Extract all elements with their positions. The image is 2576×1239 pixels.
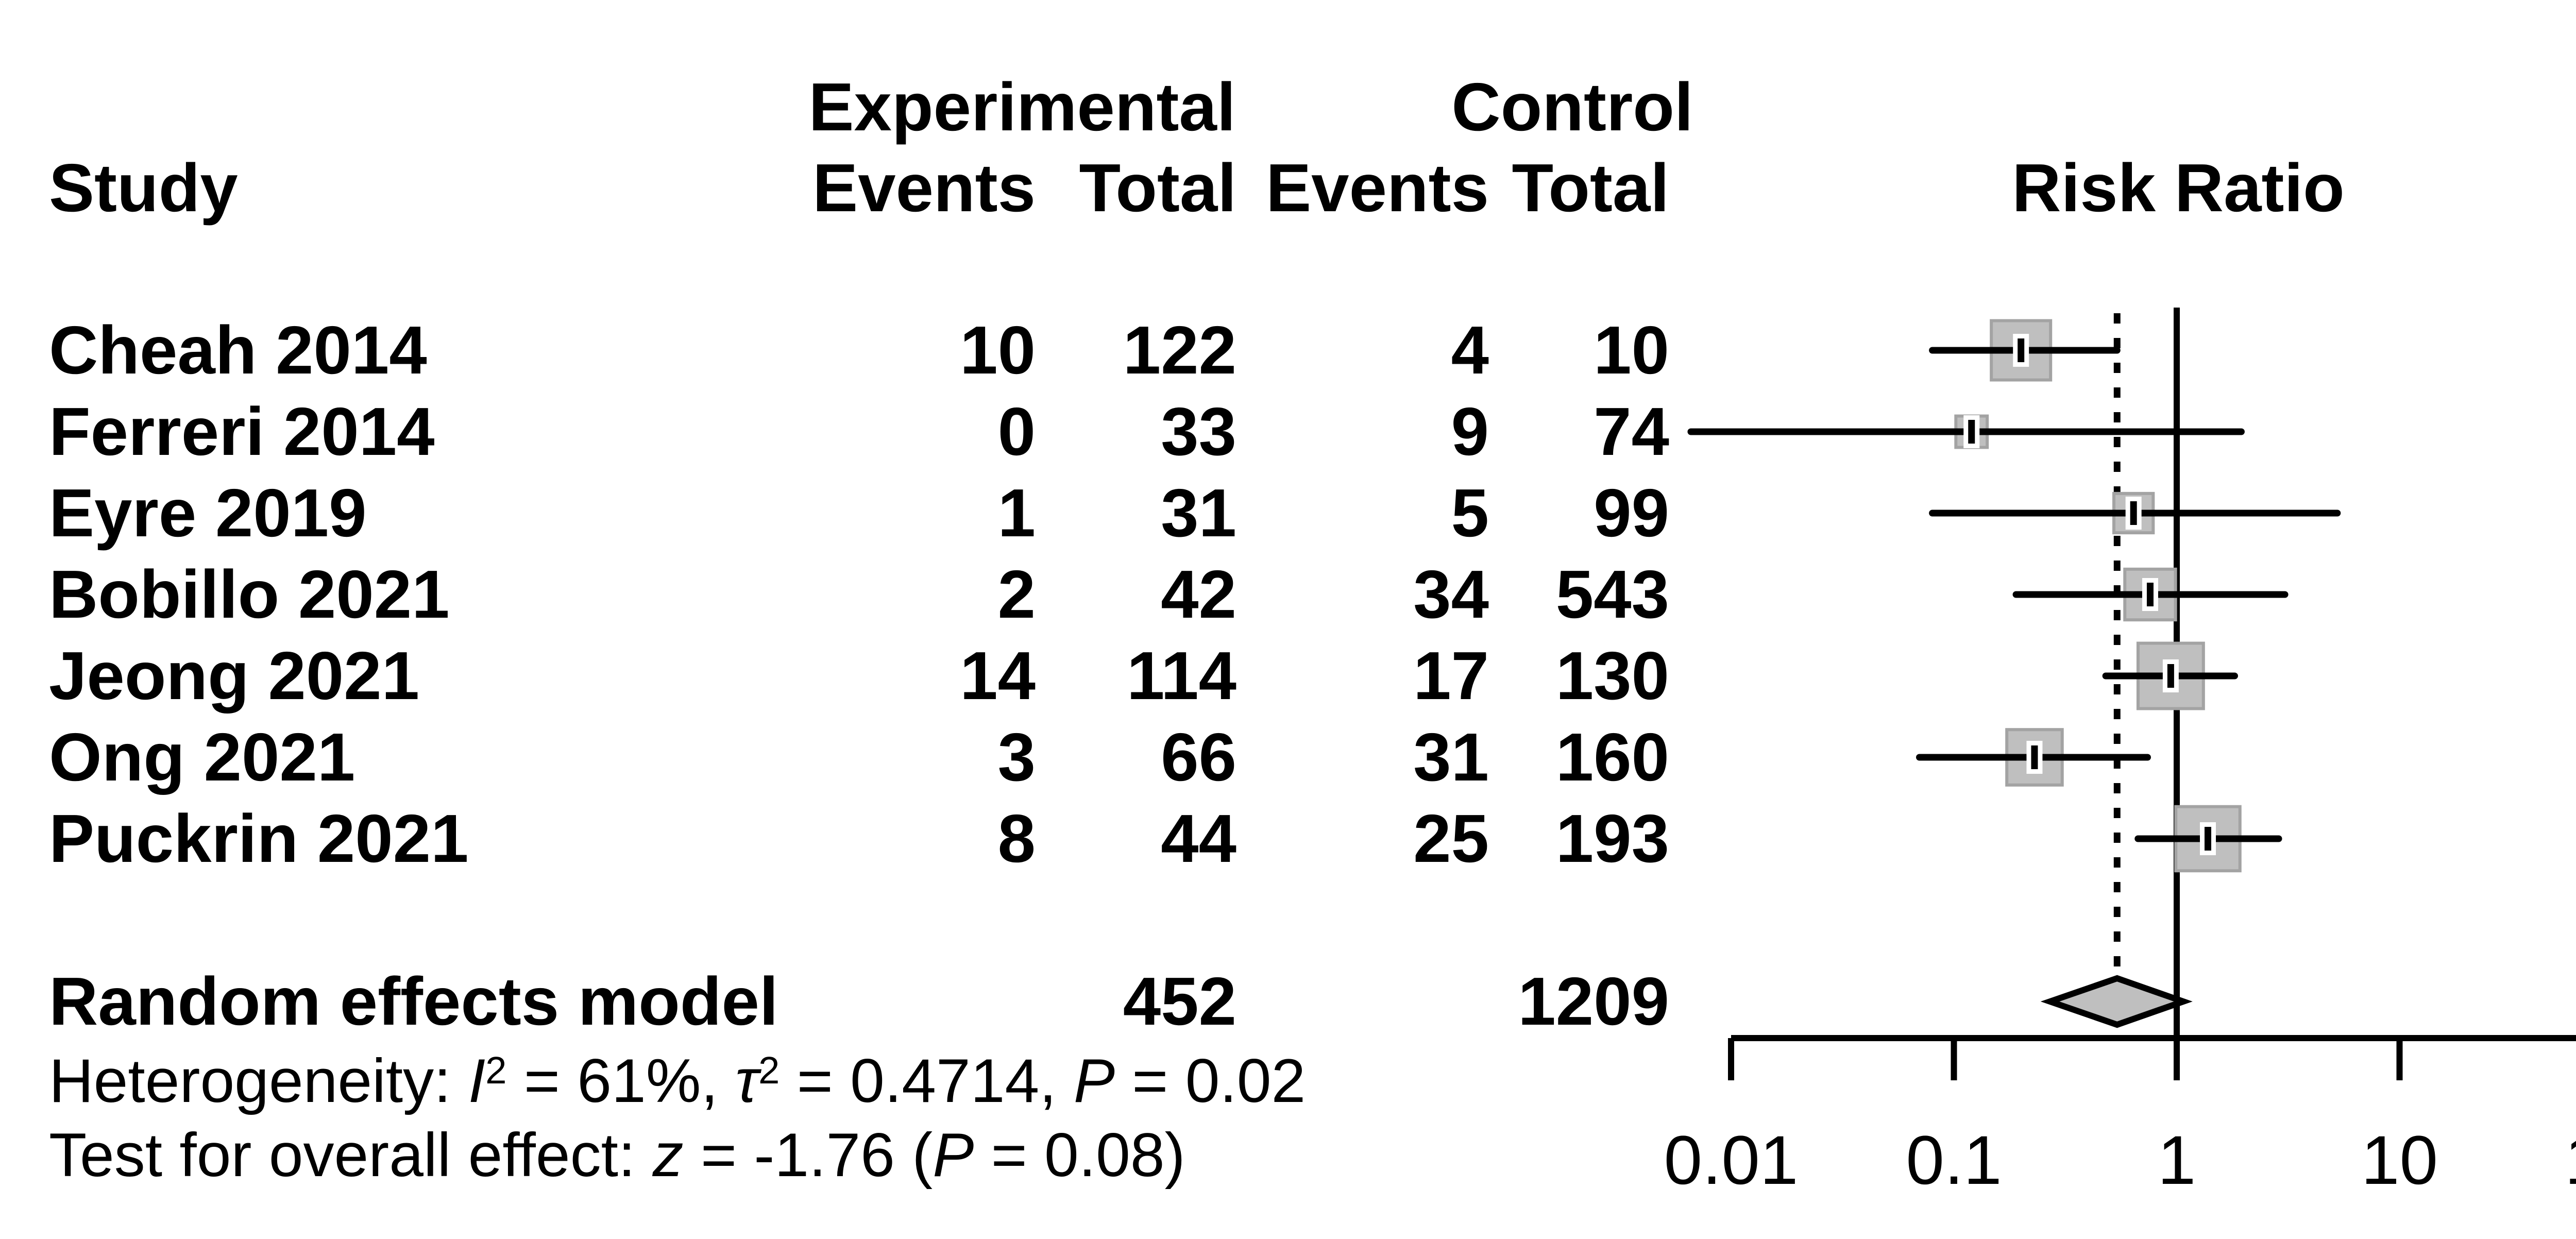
summary-label: Random effects model bbox=[49, 963, 778, 1039]
ctrl-events: 25 bbox=[1413, 801, 1489, 876]
exp-total: 31 bbox=[1161, 475, 1236, 551]
x-axis-tick-label: 100 bbox=[2565, 1122, 2576, 1199]
ctrl-events: 17 bbox=[1413, 638, 1489, 714]
exp-total: 122 bbox=[1123, 312, 1236, 388]
exp-total: 114 bbox=[1127, 638, 1236, 714]
rr-value: 0.76 bbox=[2352, 553, 2576, 636]
ctrl-total: 74 bbox=[1594, 394, 1669, 469]
footnote-segment: I bbox=[468, 1046, 486, 1115]
footnote-segment: = 0.02 bbox=[1114, 1046, 1306, 1115]
header-ctrl-total: Total bbox=[1512, 150, 1669, 226]
point-marker bbox=[1968, 420, 1975, 444]
ctrl-events: 31 bbox=[1413, 719, 1489, 795]
footnote-segment: = 0.4714, bbox=[779, 1046, 1074, 1115]
exp-events: 0 bbox=[997, 394, 1036, 469]
ctrl-events: 34 bbox=[1413, 556, 1489, 632]
header-ctrl-events: Events bbox=[1266, 150, 1489, 226]
exp-total: 42 bbox=[1161, 556, 1236, 632]
footnote-segment: z bbox=[652, 1121, 684, 1190]
ctrl-events: 4 bbox=[1451, 312, 1489, 388]
footnote-segment: Heterogeneity: bbox=[49, 1046, 468, 1115]
footnote-segment: P bbox=[1073, 1046, 1115, 1115]
rr-value: 0.64 bbox=[2352, 472, 2576, 554]
point-marker bbox=[2167, 664, 2174, 688]
ctrl-total: 10 bbox=[1594, 312, 1669, 388]
rr-value: 0.23 bbox=[2352, 716, 2576, 799]
exp-events: 14 bbox=[960, 638, 1036, 714]
summary-diamond bbox=[2040, 975, 2193, 1028]
study-name: Eyre 2019 bbox=[49, 475, 367, 551]
ctrl-total: 99 bbox=[1594, 475, 1669, 551]
ctrl-events: 5 bbox=[1451, 475, 1489, 551]
header-rr: RR bbox=[2352, 147, 2576, 229]
x-axis-tick-label: 0.1 bbox=[1906, 1122, 2002, 1199]
x-axis-tick-label: 0.01 bbox=[1664, 1122, 1799, 1199]
footnote-segment: 2 bbox=[485, 1049, 507, 1092]
footnote-segment: = 0.08) bbox=[974, 1121, 1185, 1190]
point-marker bbox=[2146, 583, 2154, 606]
footnote-segment: = 61%, bbox=[506, 1046, 736, 1115]
summary-ctrl-total: 1209 bbox=[1518, 963, 1669, 1039]
header-exp-total: Total bbox=[1079, 150, 1236, 226]
ctrl-total: 130 bbox=[1555, 638, 1669, 714]
exp-events: 3 bbox=[997, 719, 1036, 795]
point-marker bbox=[2204, 827, 2211, 851]
x-axis-tick-label: 1 bbox=[2158, 1122, 2196, 1199]
point-marker bbox=[2018, 338, 2025, 362]
exp-events: 2 bbox=[997, 556, 1036, 632]
overall-effect-note: Test for overall effect: z = -1.76 (P = … bbox=[49, 1114, 1185, 1196]
point-marker bbox=[2031, 745, 2038, 769]
header-exp-events: Events bbox=[812, 150, 1036, 226]
footnote-segment: P bbox=[933, 1121, 974, 1190]
study-name: Bobillo 2021 bbox=[49, 556, 450, 632]
rr-value: 0.12 bbox=[2352, 391, 2576, 473]
study-name: Cheah 2014 bbox=[49, 312, 427, 388]
footnote-segment: 2 bbox=[758, 1049, 780, 1092]
study-name: Jeong 2021 bbox=[49, 638, 420, 714]
exp-events: 1 bbox=[997, 475, 1036, 551]
exp-events: 8 bbox=[997, 801, 1036, 876]
exp-total: 44 bbox=[1161, 801, 1236, 876]
ctrl-total: 193 bbox=[1555, 801, 1669, 876]
summary-rr: 0.54 bbox=[2352, 960, 2576, 1043]
rr-value: 0.94 bbox=[2352, 635, 2576, 717]
rr-value: 0.20 bbox=[2352, 309, 2576, 392]
ctrl-total: 160 bbox=[1555, 719, 1669, 795]
rr-value: 1.38 bbox=[2352, 797, 2576, 880]
header-experimental: Experimental bbox=[808, 69, 1236, 145]
study-name: Ferreri 2014 bbox=[49, 394, 435, 469]
x-axis-tick-label: 10 bbox=[2361, 1122, 2438, 1199]
exp-total: 66 bbox=[1161, 719, 1236, 795]
ctrl-total: 543 bbox=[1555, 556, 1669, 632]
ctrl-events: 9 bbox=[1451, 394, 1489, 469]
exp-total: 33 bbox=[1161, 394, 1236, 469]
heterogeneity-note: Heterogeneity: I2 = 61%, τ2 = 0.4714, P … bbox=[49, 1040, 1306, 1122]
point-marker bbox=[2130, 501, 2137, 525]
header-study: Study bbox=[49, 150, 238, 226]
header-risk-ratio: Risk Ratio bbox=[2012, 150, 2345, 226]
footnote-segment: = -1.76 ( bbox=[683, 1121, 933, 1190]
summary-exp-total: 452 bbox=[1123, 963, 1236, 1039]
exp-events: 10 bbox=[960, 312, 1036, 388]
study-name: Puckrin 2021 bbox=[49, 801, 469, 876]
study-name: Ong 2021 bbox=[49, 719, 355, 795]
footnote-segment: τ bbox=[735, 1046, 759, 1115]
header-control: Control bbox=[1451, 69, 1693, 145]
footnote-segment: Test for overall effect: bbox=[49, 1121, 653, 1190]
